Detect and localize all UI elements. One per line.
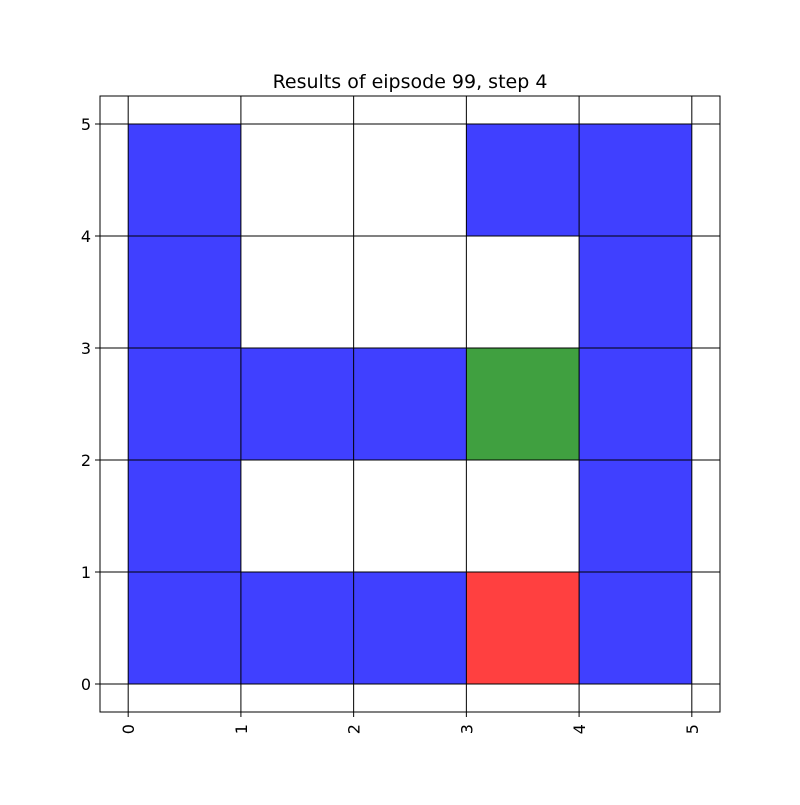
cell-wall — [579, 124, 692, 236]
cell-agent — [466, 572, 580, 684]
y-tick-label: 0 — [81, 675, 91, 694]
cell-wall — [128, 124, 241, 236]
cell-wall — [128, 460, 241, 572]
y-tick-label: 4 — [81, 227, 91, 246]
cell-wall — [353, 348, 467, 460]
cell-wall — [579, 460, 692, 572]
plot-frame — [99, 95, 721, 713]
cell-wall — [128, 348, 241, 460]
grid-layer — [100, 96, 720, 712]
x-tick-label: 0 — [119, 724, 138, 734]
x-tick-label: 5 — [683, 724, 702, 734]
cell-wall — [466, 124, 580, 236]
cell-wall — [353, 572, 467, 684]
y-tick-label: 5 — [81, 115, 91, 134]
cell-wall — [128, 572, 241, 684]
cell-goal — [466, 348, 580, 460]
x-tick-label: 4 — [570, 724, 589, 734]
cell-wall — [579, 236, 692, 348]
cell-wall — [579, 572, 692, 684]
y-tick-label: 2 — [81, 451, 91, 470]
y-tick-label: 1 — [81, 563, 91, 582]
ticks-layer: 0 1 2 3 4 5 0 1 2 3 4 5 — [81, 115, 702, 734]
y-tick-label: 3 — [81, 339, 91, 358]
x-tick-label: 1 — [232, 724, 251, 734]
chart-title: Results of eipsode 99, step 4 — [273, 71, 548, 93]
cells-layer — [128, 124, 692, 684]
cell-wall — [240, 348, 354, 460]
cell-wall — [240, 572, 354, 684]
x-tick-label: 3 — [457, 724, 476, 734]
cell-wall — [579, 348, 692, 460]
x-tick-label: 2 — [345, 724, 364, 734]
cell-wall — [128, 236, 241, 348]
